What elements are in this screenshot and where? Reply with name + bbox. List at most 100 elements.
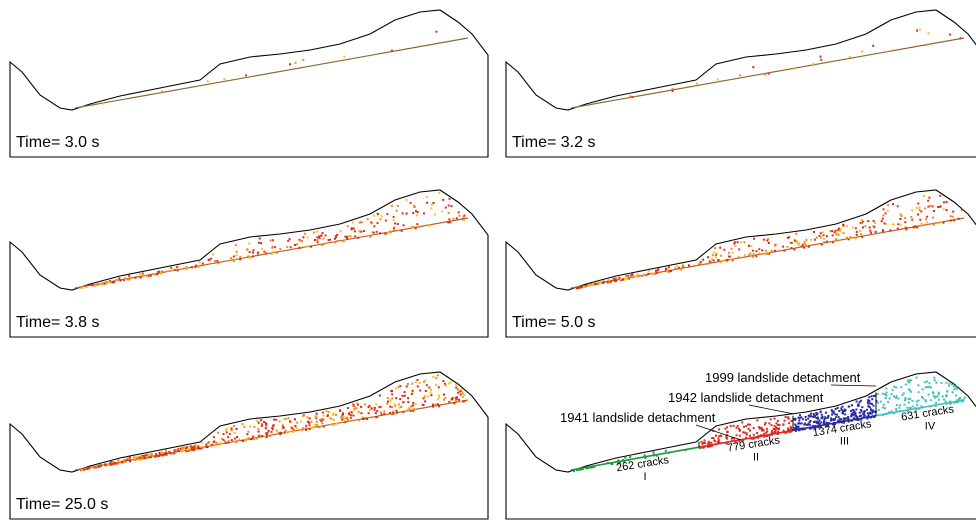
panel: Time= 3.0 s (9, 9, 489, 158)
crack (158, 454, 161, 457)
crack (402, 401, 405, 404)
crack (724, 427, 727, 430)
crack (762, 434, 765, 437)
crack (728, 251, 730, 254)
crack (843, 417, 846, 420)
crack (884, 412, 887, 415)
crack (607, 280, 610, 283)
crack (329, 238, 331, 241)
crack (192, 446, 195, 449)
crack (246, 248, 249, 251)
crack (457, 211, 460, 214)
crack (455, 386, 458, 389)
crack (286, 245, 289, 248)
crack (238, 438, 241, 441)
crack (374, 412, 377, 415)
crack (799, 414, 801, 417)
crack (697, 263, 700, 266)
crack (239, 258, 242, 261)
crack (292, 430, 295, 433)
crack (844, 413, 847, 416)
crack (88, 466, 91, 469)
crack (299, 240, 302, 243)
crack (435, 383, 438, 386)
crack (631, 273, 634, 276)
crack (707, 441, 710, 444)
crack (318, 237, 321, 240)
crack (430, 203, 433, 206)
crack (714, 247, 716, 250)
crack (945, 394, 948, 397)
crack (814, 415, 817, 418)
crack (372, 214, 375, 217)
crack (462, 215, 465, 218)
crack (110, 281, 113, 284)
crack (831, 234, 834, 237)
crack (306, 415, 309, 418)
crack (667, 270, 670, 273)
crack (271, 239, 274, 242)
crack (815, 417, 818, 419)
crack (269, 239, 272, 242)
crack (666, 270, 669, 273)
crack (928, 196, 931, 199)
crack (617, 459, 620, 462)
crack (788, 431, 791, 434)
crack (916, 226, 919, 229)
crack (851, 404, 853, 407)
crack (905, 228, 908, 231)
crack (195, 445, 198, 448)
slope-outline (9, 189, 489, 338)
crack (895, 396, 897, 399)
crack (424, 390, 427, 392)
crack (383, 410, 386, 413)
crack (899, 213, 902, 216)
crack (795, 242, 798, 245)
crack (418, 382, 421, 385)
crack (352, 405, 355, 407)
crack (864, 225, 867, 228)
crack (412, 402, 415, 404)
crack (463, 399, 466, 402)
crack (135, 458, 137, 461)
crack (730, 258, 733, 261)
crack (368, 404, 371, 407)
crack (593, 465, 596, 468)
crack (442, 198, 445, 201)
crack (410, 393, 413, 395)
crack (578, 286, 581, 289)
crack (322, 418, 325, 421)
crack (823, 420, 826, 423)
crack (302, 414, 305, 417)
crack (258, 420, 261, 423)
crack (257, 251, 259, 254)
crack (233, 259, 236, 262)
crack (142, 456, 145, 459)
crack (423, 394, 426, 397)
crack (612, 277, 615, 280)
crack (334, 235, 337, 238)
crack (346, 407, 349, 410)
crack (246, 437, 248, 440)
crack (895, 409, 898, 412)
crack (653, 273, 656, 276)
crack (200, 441, 203, 444)
crack (961, 208, 963, 211)
crack (682, 265, 685, 268)
crack (955, 386, 958, 389)
crack (318, 235, 321, 238)
crack (664, 449, 667, 452)
crack (260, 242, 263, 245)
crack (301, 429, 304, 432)
crack (108, 281, 111, 284)
crack (656, 269, 659, 272)
crack (885, 394, 888, 397)
crack (904, 397, 907, 399)
crack (795, 232, 798, 235)
crack (816, 416, 819, 419)
crack (161, 454, 164, 457)
crack (407, 408, 409, 411)
crack (263, 420, 265, 423)
crack (853, 410, 856, 413)
